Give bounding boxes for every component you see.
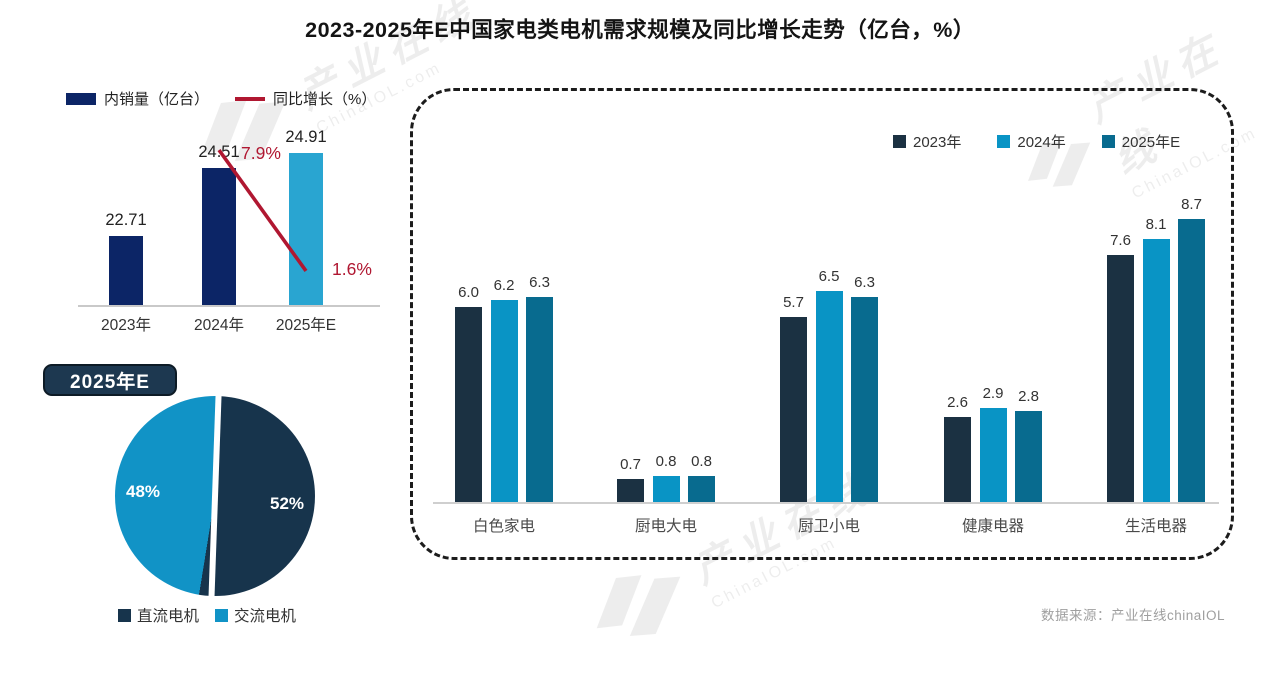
- growth-value-label: 1.6%: [332, 258, 372, 279]
- bar-value-label: 6.3: [854, 274, 875, 291]
- bar: [109, 236, 143, 305]
- bar: [455, 307, 482, 502]
- bar-value-label: 6.5: [818, 268, 840, 285]
- bar-value-label: 2.6: [947, 394, 968, 411]
- legend-item: 内销量（亿台）: [66, 88, 209, 109]
- bar-value-label: 22.71: [105, 211, 147, 229]
- bar: [815, 291, 843, 502]
- bar: [526, 297, 553, 502]
- legend-swatch: [893, 135, 906, 148]
- bar-value-label: 8.1: [1145, 216, 1167, 233]
- legend-swatch: [118, 608, 131, 622]
- legend-label: 交流电机: [234, 608, 297, 625]
- legend-item: 2025年E: [1101, 131, 1181, 152]
- bar: [851, 297, 878, 502]
- motor-type-pie: 52% 48%: [115, 390, 315, 604]
- legend-swatch: [1101, 135, 1115, 148]
- legend-swatch: [997, 135, 1011, 148]
- bar-value-label: 6.3: [529, 274, 550, 291]
- legend-item: 同比增长（%）: [235, 88, 376, 109]
- x-axis-line: [433, 502, 1219, 504]
- bar-value-label: 2.8: [1018, 388, 1039, 405]
- page-title: 2023-2025年E中国家电类电机需求规模及同比增长走势（亿台，%）: [305, 18, 975, 42]
- legend-swatch-bar: [66, 92, 96, 105]
- legend-label: 2024年: [1017, 134, 1066, 151]
- legend-item: 直流电机: [118, 604, 199, 626]
- bar-value-label: 6.0: [458, 284, 479, 301]
- bar: [944, 417, 971, 502]
- pie-slice-label: 48%: [126, 482, 161, 501]
- x-axis-label: 生活电器: [1124, 518, 1187, 535]
- pie-slice-gap: [208, 390, 222, 604]
- pie-slice-label: 52%: [270, 494, 305, 513]
- legend-label: 2023年: [913, 134, 962, 151]
- legend-item: 交流电机: [215, 604, 296, 626]
- bar: [617, 479, 644, 502]
- bar-value-label: 5.7: [783, 294, 804, 311]
- bar-value-label: 6.2: [493, 277, 515, 294]
- x-axis-label: 2023年: [101, 317, 151, 334]
- category-chart-panel: 2023年 2024年 2025年E 6.0 0.7 5.7 2.6 7.6 6.2 0.8 6.…: [410, 88, 1234, 560]
- legend-label: 2025年E: [1121, 134, 1181, 151]
- sales-bar-chart: 22.71 2023年 24.51 2024年 24.91 2025年E 7.9% 1.6%: [60, 118, 405, 336]
- bar: [289, 153, 323, 305]
- x-axis-label: 厨电大电: [634, 518, 697, 535]
- bar: [1107, 255, 1134, 502]
- x-axis-label: 2025年E: [275, 317, 337, 334]
- bar: [780, 317, 807, 502]
- legend-label: 内销量（亿台）: [104, 91, 210, 108]
- bar-value-label: 0.8: [655, 453, 677, 470]
- bar: [1015, 411, 1042, 502]
- x-axis-label: 2024年: [194, 317, 244, 334]
- bar: [202, 168, 236, 305]
- category-bar-chart: 6.0 0.7 5.7 2.6 7.6 6.2 0.8 6.5 2.9 8.1 6.3 0.8 6.3 2…: [413, 91, 1231, 557]
- category-chart-legend: 2023年 2024年 2025年E: [893, 131, 1180, 152]
- x-axis-label: 健康电器: [961, 518, 1024, 535]
- bar-value-label: 7.6: [1110, 232, 1131, 249]
- legend-label: 同比增长（%）: [273, 91, 377, 108]
- bar: [490, 300, 518, 502]
- bar: [1142, 239, 1170, 502]
- x-axis-label: 厨卫小电: [797, 518, 860, 535]
- bar-value-label: 24.91: [285, 128, 327, 146]
- x-axis-label: 白色家电: [472, 518, 535, 535]
- bar-value-label: 2.9: [982, 385, 1004, 402]
- growth-value-label: 7.9%: [241, 143, 281, 164]
- pie-year-badge: 2025年E: [43, 364, 177, 396]
- bar-value-label: 0.8: [691, 453, 712, 470]
- bar: [688, 476, 715, 502]
- legend-label: 直流电机: [137, 608, 200, 625]
- legend-swatch-line: [235, 96, 266, 101]
- legend-swatch: [215, 608, 229, 622]
- sales-chart-legend: 内销量（亿台） 同比增长（%）: [66, 88, 376, 109]
- bar: [652, 476, 680, 502]
- chinaiol-logo-icon: [596, 575, 681, 637]
- pie-legend: 直流电机 交流电机: [118, 604, 296, 626]
- legend-item: 2023年: [893, 131, 961, 152]
- legend-item: 2024年: [997, 131, 1066, 152]
- data-source: 数据来源：产业在线chinaIOL: [1040, 608, 1225, 623]
- bar: [1178, 219, 1205, 502]
- bar: [979, 408, 1007, 502]
- bar-value-label: 8.7: [1181, 196, 1202, 213]
- x-axis-line: [78, 305, 380, 307]
- bar-value-label: 0.7: [620, 456, 641, 473]
